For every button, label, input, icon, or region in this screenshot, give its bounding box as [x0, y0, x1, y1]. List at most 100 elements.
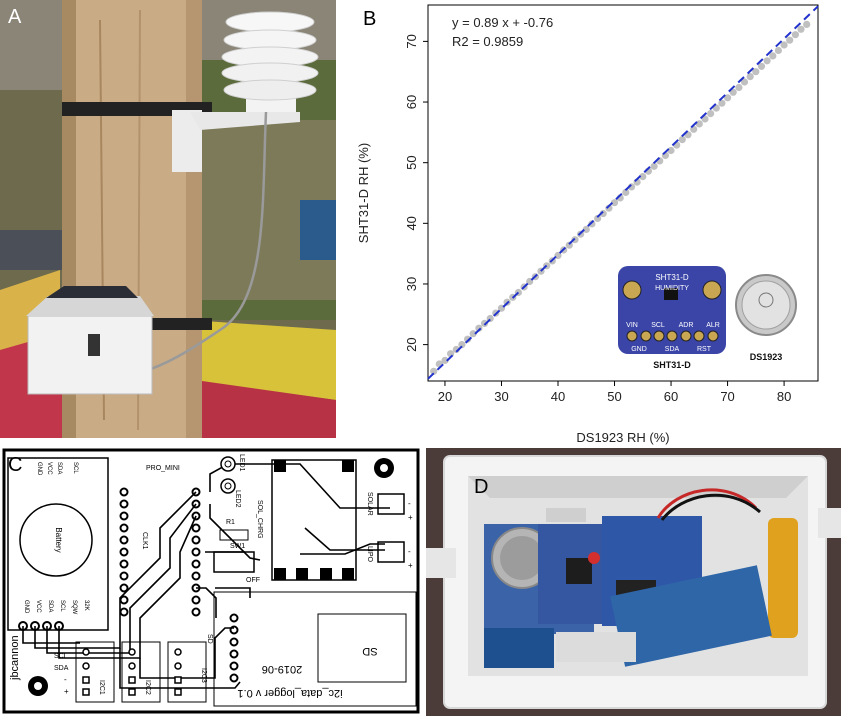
top-pin-sda: SDA: [56, 462, 62, 474]
ds1923-inset: DS1923: [735, 274, 797, 362]
panel-label-b: B: [363, 8, 377, 30]
sol-chrg-label: SOL_CHRG: [256, 500, 263, 539]
enclosure-photo: [426, 448, 841, 716]
data-point: [639, 173, 647, 181]
r1-label: R1: [226, 519, 235, 526]
board-pin-rst: RST: [697, 346, 712, 353]
top-pin-scl: SCL: [72, 462, 78, 474]
y-tick-label: 70: [404, 34, 419, 48]
battery-label: Battery: [54, 527, 63, 552]
x-tick-label: 20: [438, 389, 452, 404]
i2c2-label: I2C2: [144, 680, 151, 695]
data-point: [480, 319, 489, 327]
top-pin-gnd: GND: [36, 462, 42, 476]
data-point: [803, 20, 811, 28]
board-pin-sda: SDA: [665, 346, 680, 353]
bot-pin-sqw: SQW: [71, 600, 77, 615]
y-tick-label: 40: [404, 216, 419, 230]
data-point: [475, 324, 483, 332]
data-point: [791, 31, 799, 39]
bot-pin-vcc: VCC: [35, 600, 41, 613]
data-point: [582, 225, 590, 233]
board-pin-scl: SCL: [651, 322, 665, 329]
data-point: [588, 220, 596, 228]
sw1-label: SW1: [230, 543, 245, 550]
board-pin-alr: ALR: [706, 322, 720, 329]
data-point: [464, 335, 472, 343]
lipo-minus: -: [408, 547, 411, 556]
y-tick-label: 20: [404, 337, 419, 351]
board-subtitle: HUMIDITY: [655, 285, 689, 292]
x-tick-label: 30: [494, 389, 508, 404]
off-label: OFF: [246, 577, 260, 584]
data-point: [763, 57, 771, 65]
sht31-board-inset: SHT31-D HUMIDITY VIN SCL ADR ALR GND SDA…: [618, 266, 726, 370]
i2c1-label: I2C1: [98, 680, 105, 695]
panel-d-photo: D: [426, 448, 841, 716]
data-point: [678, 136, 686, 144]
bot-pin-32k: 32K: [83, 600, 89, 611]
x-axis-title: DS1923 RH (%): [576, 430, 669, 445]
panel-label-c: C: [8, 454, 23, 476]
data-point: [746, 73, 754, 81]
pcb-layout: Battery GND VCC SDA SCL GND VCC SDA SCL …: [0, 448, 422, 716]
data-point: [667, 146, 675, 155]
top-pin-vcc: VCC: [46, 462, 52, 475]
plus-label: +: [64, 687, 69, 696]
data-point: [469, 330, 477, 338]
minus-label: -: [64, 675, 67, 684]
scl-label: SCL: [54, 653, 68, 660]
data-point: [752, 68, 760, 76]
board-pin-vin: VIN: [626, 322, 638, 329]
r2-label: R2 = 0.9859: [452, 34, 523, 49]
data-point: [757, 62, 766, 70]
data-point: [780, 41, 788, 49]
x-tick-label: 40: [551, 389, 565, 404]
solar-plus: +: [408, 513, 413, 522]
panel-a-photo: A: [0, 0, 336, 438]
data-point: [729, 88, 737, 96]
panel-label-a: A: [8, 6, 22, 28]
equation-label: y = 0.89 x + -0.76: [452, 15, 553, 30]
x-tick-label: 70: [720, 389, 734, 404]
bot-pin-gnd: GND: [23, 600, 29, 614]
fit-line: [427, 5, 819, 380]
x-tick-label: 80: [777, 389, 791, 404]
data-point: [786, 36, 794, 44]
data-point: [650, 162, 658, 170]
button-caption: DS1923: [750, 352, 783, 362]
panel-b-chart: 20 30 40 50 60 70 80 20 30 40 50 60 70 DS1923 RH (%…: [336, 0, 841, 448]
plot-frame: [427, 4, 819, 382]
clk1-label: CLK1: [141, 532, 148, 550]
board-title-label: i2c_data_logger v 0.1: [237, 687, 342, 699]
x-tick-label: 60: [664, 389, 678, 404]
y-tick-label: 60: [404, 95, 419, 109]
board-title: SHT31-D: [655, 273, 689, 282]
data-point: [430, 367, 438, 375]
author-label: jbcannon: [9, 635, 21, 681]
lipo-label: LIPO: [366, 546, 373, 563]
data-point: [610, 199, 619, 207]
data-point: [695, 120, 703, 128]
field-station-photo: [0, 0, 336, 438]
panel-label-d: D: [474, 476, 489, 498]
y-tick-label: 30: [404, 277, 419, 291]
date-label: 2019-06: [262, 663, 302, 675]
bot-pin-scl: SCL: [59, 600, 65, 612]
y-axis-title: SHT31-D RH (%): [356, 143, 371, 243]
data-point: [441, 356, 449, 364]
y-tick-label: 50: [404, 155, 419, 169]
sda-label: SDA: [54, 665, 69, 672]
data-point: [718, 99, 726, 107]
led1-label: LED1: [238, 454, 245, 472]
data-point: [797, 25, 805, 33]
solar-minus: -: [408, 499, 411, 508]
led2-label: LED2: [234, 490, 241, 508]
sd-label-small: SD: [206, 634, 213, 644]
data-point: [774, 46, 782, 55]
panel-c-pcb: Battery GND VCC SDA SCL GND VCC SDA SCL …: [0, 448, 422, 716]
pro-mini-label: PRO_MINI: [146, 465, 180, 472]
i2c3-label: I2C3: [200, 668, 207, 683]
data-point: [735, 83, 743, 92]
board-pin-gnd: GND: [631, 346, 647, 353]
